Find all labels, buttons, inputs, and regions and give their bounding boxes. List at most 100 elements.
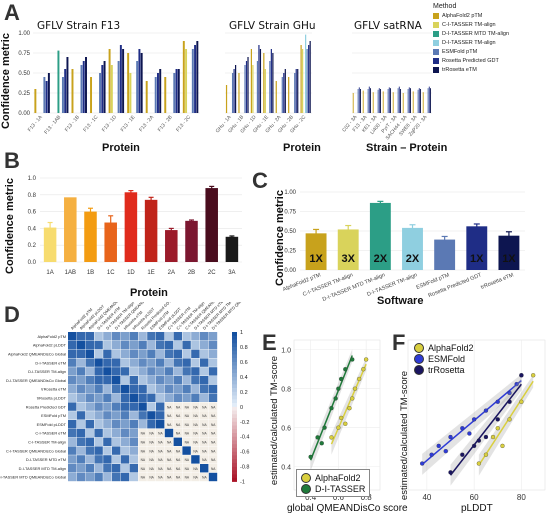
e-ytick-label: 0.6	[281, 426, 291, 433]
a-bar	[43, 77, 45, 113]
d-cell	[121, 402, 129, 410]
d-cell	[200, 350, 208, 358]
a-bar	[141, 53, 143, 113]
d-colorbar-segment	[232, 384, 237, 388]
f-point	[484, 453, 488, 457]
d-cell	[200, 341, 208, 349]
a-bar	[226, 85, 227, 113]
a-bar	[271, 49, 272, 113]
d-cell	[112, 438, 120, 446]
d-colorbar-segment	[232, 347, 237, 351]
a-bar	[57, 51, 59, 113]
legend-item-trrosetta-etm: trRosetta eTM	[433, 65, 548, 74]
d-cell	[121, 367, 129, 375]
d-cell	[77, 429, 85, 437]
b-bar	[205, 188, 218, 262]
d-cell	[147, 367, 155, 375]
chart-b: 0.00.20.40.60.81.01A 1AB 1B 1C 1D 1E 2A 2B 2C 3A	[0, 150, 250, 300]
d-cell	[174, 385, 182, 393]
d-colorbar-segment	[232, 478, 237, 482]
legend-label: AlphaFold2	[315, 473, 361, 483]
d-cell	[156, 394, 164, 402]
a-bar	[265, 69, 266, 113]
a-bar	[380, 89, 381, 113]
a-bar	[136, 61, 138, 113]
d-row-label: C-I-TASSER eTM	[35, 431, 66, 436]
d-cell	[103, 332, 111, 340]
d-cell	[174, 332, 182, 340]
d-cell	[86, 446, 94, 454]
d-cell	[103, 438, 111, 446]
a-bar	[72, 69, 74, 113]
d-row-label: D-I-TASSER MTD eTM	[26, 457, 66, 462]
a-bar	[235, 65, 236, 113]
e-ytick-label: 1.0	[281, 348, 291, 355]
a-bar	[90, 77, 92, 113]
a-bar	[379, 88, 380, 113]
f-point	[444, 449, 448, 453]
d-cell	[165, 350, 173, 358]
a-bar	[428, 88, 429, 113]
d-row-label: ESMFold pTM	[41, 413, 66, 418]
d-cell	[103, 429, 111, 437]
d-cell	[191, 358, 199, 366]
c-xtick-label: trRosetta eTM	[480, 272, 515, 291]
d-cell	[156, 385, 164, 393]
e-point	[350, 357, 354, 361]
a-bar	[307, 49, 308, 113]
d-cell	[86, 385, 94, 393]
d-cell	[191, 385, 199, 393]
d-cell	[130, 376, 138, 384]
d-cell	[112, 473, 120, 481]
d-cell	[103, 402, 111, 410]
d-cell	[68, 411, 76, 419]
d-cell	[130, 402, 138, 410]
a-bar	[358, 89, 359, 113]
d-cell	[182, 385, 190, 393]
d-cell	[121, 376, 129, 384]
legend-label: trRosetta	[428, 365, 465, 375]
a-bar	[269, 61, 270, 113]
a-bar	[64, 69, 66, 113]
a-bar	[196, 41, 198, 113]
a-bar	[155, 77, 157, 113]
d-cell	[138, 420, 146, 428]
a-bar	[373, 92, 374, 113]
d-cell	[112, 420, 120, 428]
legend-item-d-i-tasser-tm-align: D-I-TASSER TM-align	[433, 38, 548, 47]
a-bar	[409, 87, 410, 113]
d-cell	[191, 376, 199, 384]
d-cell	[156, 367, 164, 375]
d-colorbar-segment	[232, 448, 237, 452]
a-bar	[192, 49, 194, 113]
a-bar	[104, 61, 106, 113]
a-bar	[83, 61, 85, 113]
d-cell	[86, 420, 94, 428]
d-cell	[77, 385, 85, 393]
legend-label: D-I-TASSER	[315, 484, 365, 494]
d-cell	[138, 394, 146, 402]
d-cell	[200, 332, 208, 340]
d-cell	[86, 464, 94, 472]
d-colorbar-segment	[232, 437, 237, 441]
d-cell	[68, 446, 76, 454]
b-ytick-label: 0.4	[28, 226, 37, 232]
a-bar	[272, 53, 273, 113]
f-point	[477, 462, 481, 466]
a-bar	[429, 87, 430, 113]
d-colorbar-tick: 1	[240, 330, 243, 336]
d-cell	[86, 394, 94, 402]
e-plot-area	[294, 340, 380, 490]
d-cell	[130, 420, 138, 428]
d-colorbar-segment	[232, 470, 237, 474]
a-bar	[111, 65, 113, 113]
f-point	[472, 444, 476, 448]
f-point	[519, 373, 523, 377]
f-legend: AlphaFold2 ESMFold trRosetta	[410, 340, 478, 377]
d-cell	[77, 411, 85, 419]
d-cell	[86, 411, 94, 419]
a-bar	[288, 77, 289, 113]
d-cell	[68, 367, 76, 375]
e-point	[361, 367, 365, 371]
d-cell	[103, 341, 111, 349]
